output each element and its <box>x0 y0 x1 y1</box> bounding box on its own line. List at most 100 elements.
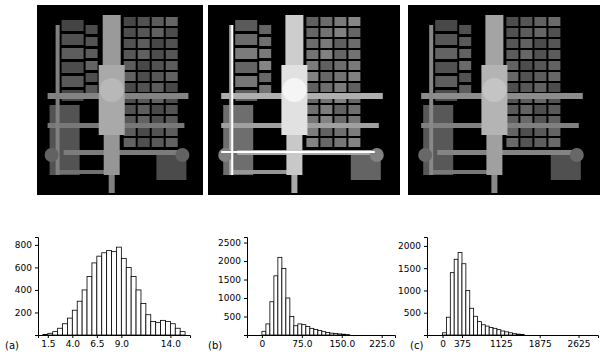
plan-region <box>548 28 560 37</box>
plan-highlight <box>221 151 375 153</box>
y-tick-mark <box>35 290 38 291</box>
histogram-bar <box>342 334 346 335</box>
plan-region <box>166 28 178 37</box>
y-axis: 200400600800 <box>15 238 39 336</box>
plan-region <box>320 105 332 114</box>
plan-region <box>86 73 98 82</box>
x-axis-line <box>428 336 599 339</box>
y-tick-label: 1000 <box>398 286 421 296</box>
x-axis: 0375112518752625 <box>428 335 599 349</box>
image-background <box>37 5 203 195</box>
plan-region <box>259 37 271 46</box>
histogram-bar <box>121 258 126 335</box>
x-tick-mark <box>48 335 49 338</box>
plan-region <box>306 50 318 59</box>
plan-region <box>334 50 346 59</box>
bars <box>262 257 350 335</box>
plan-region <box>435 76 457 87</box>
y-tick-mark <box>424 313 427 314</box>
plan-region <box>548 72 560 81</box>
plan-region <box>548 105 560 114</box>
histogram-bar <box>509 333 513 335</box>
y-tick-label: 2000 <box>398 241 421 251</box>
plan-region <box>281 65 307 135</box>
plan-region <box>481 65 507 135</box>
histogram-bar <box>262 331 266 335</box>
histogram-bar <box>48 333 53 335</box>
histogram-bar <box>270 302 274 335</box>
plan-region <box>348 17 360 26</box>
y-tick: 200 <box>15 308 38 318</box>
image-background <box>208 5 400 195</box>
y-tick: 1500 <box>218 275 247 285</box>
plan-region <box>152 72 164 81</box>
plan-region <box>435 34 457 45</box>
plan-region <box>166 138 178 147</box>
plan-region <box>124 39 136 48</box>
plan-region <box>291 175 297 193</box>
histogram-bar <box>481 325 485 335</box>
plan-region <box>166 39 178 48</box>
plan-region <box>62 76 84 87</box>
histogram-bar <box>156 323 161 335</box>
y-tick-mark <box>244 261 247 262</box>
histogram-bar <box>520 334 524 335</box>
plan-region <box>506 83 518 92</box>
plan-region <box>306 138 318 147</box>
plan-region <box>520 50 532 59</box>
plan-region <box>124 138 136 147</box>
histogram-bar <box>505 332 509 335</box>
y-axis: 500100015002000 <box>398 238 427 336</box>
histogram-bar <box>462 264 466 335</box>
plan-region <box>534 138 546 147</box>
plan-region <box>548 83 560 92</box>
plan-region <box>152 50 164 59</box>
plan-region <box>320 138 332 147</box>
plan-region <box>435 20 457 31</box>
x-tick-label: 375 <box>454 339 471 349</box>
plan-region <box>138 127 150 136</box>
y-tick: 600 <box>15 263 38 273</box>
plan-region <box>548 17 560 26</box>
x-axis-line <box>39 336 191 339</box>
histogram-bar <box>107 251 112 335</box>
y-tick-label: 500 <box>224 312 241 322</box>
plan-region <box>166 61 178 70</box>
panel: 1.54.06.59.014.0200400600800(a) <box>5 5 203 351</box>
plan-region <box>534 105 546 114</box>
y-tick: 800 <box>15 240 38 250</box>
plan-region <box>152 138 164 147</box>
y-tick: 1000 <box>398 286 427 296</box>
plan-region <box>166 105 178 114</box>
plan-region <box>138 50 150 59</box>
plan-region <box>166 127 178 136</box>
x-tick: 1125 <box>490 335 513 349</box>
histogram-bar <box>454 259 458 335</box>
histogram-bar <box>92 263 97 335</box>
plan-region <box>259 85 271 94</box>
plan-region <box>124 61 136 70</box>
plan-region <box>235 34 257 45</box>
plan-region <box>348 61 360 70</box>
y-tick-label: 200 <box>15 308 32 318</box>
y-tick-mark <box>424 290 427 291</box>
histogram-bar <box>266 324 270 335</box>
histogram-bar <box>314 329 318 335</box>
plan-region <box>285 15 303 65</box>
plan-region <box>548 50 560 59</box>
plan-region <box>534 72 546 81</box>
plan-region <box>334 28 346 37</box>
x-tick-label: 6.5 <box>90 339 104 349</box>
x-tick-mark <box>121 335 122 338</box>
plan-region <box>138 138 150 147</box>
histogram-bar <box>346 334 350 335</box>
plan-region <box>235 76 257 87</box>
plan-region <box>459 25 471 34</box>
x-tick-mark <box>382 335 383 338</box>
figure: 1.54.06.59.014.0200400600800(a)075.0150.… <box>0 0 610 354</box>
x-tick-mark <box>170 335 171 338</box>
histogram-bar <box>116 247 121 335</box>
x-tick: 225.0 <box>369 335 395 349</box>
plan-hub <box>218 148 232 162</box>
plan-region <box>348 105 360 114</box>
